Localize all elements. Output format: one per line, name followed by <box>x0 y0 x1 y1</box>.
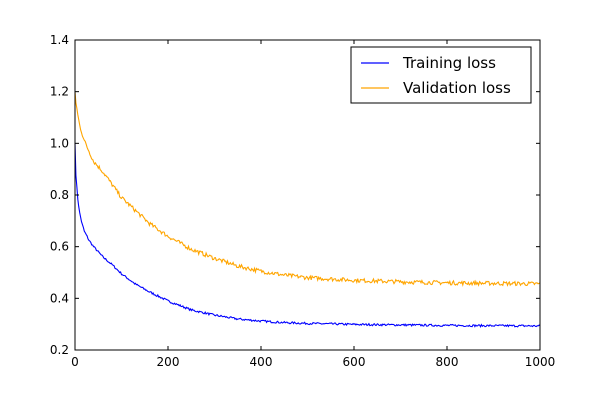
y-tick-label: 0.2 <box>50 343 69 357</box>
x-tick-label: 0 <box>71 355 79 369</box>
x-tick-label: 200 <box>157 355 180 369</box>
y-tick-label: 0.8 <box>50 188 69 202</box>
legend: Training loss Validation loss <box>350 46 532 104</box>
legend-label: Validation loss <box>403 79 511 97</box>
x-tick-label: 400 <box>250 355 273 369</box>
x-tick-label: 600 <box>343 355 366 369</box>
y-tick-label: 1.2 <box>50 85 69 99</box>
series-line-training-loss <box>74 143 541 328</box>
ticks-layer: 0 200 400 600 800 1000 0.2 0.4 0.6 0.8 1.0 1.2 1.4 <box>50 33 555 369</box>
series-layer <box>74 91 541 328</box>
y-tick-label: 1.0 <box>50 136 69 150</box>
x-tick-label: 1000 <box>525 355 556 369</box>
series-line-validation-loss <box>74 91 541 287</box>
legend-box <box>350 46 532 104</box>
legend-label: Training loss <box>402 54 496 72</box>
y-tick-label: 0.6 <box>50 240 69 254</box>
y-tick-label: 1.4 <box>50 33 69 47</box>
y-tick-label: 0.4 <box>50 291 69 305</box>
x-tick-label: 800 <box>436 355 459 369</box>
